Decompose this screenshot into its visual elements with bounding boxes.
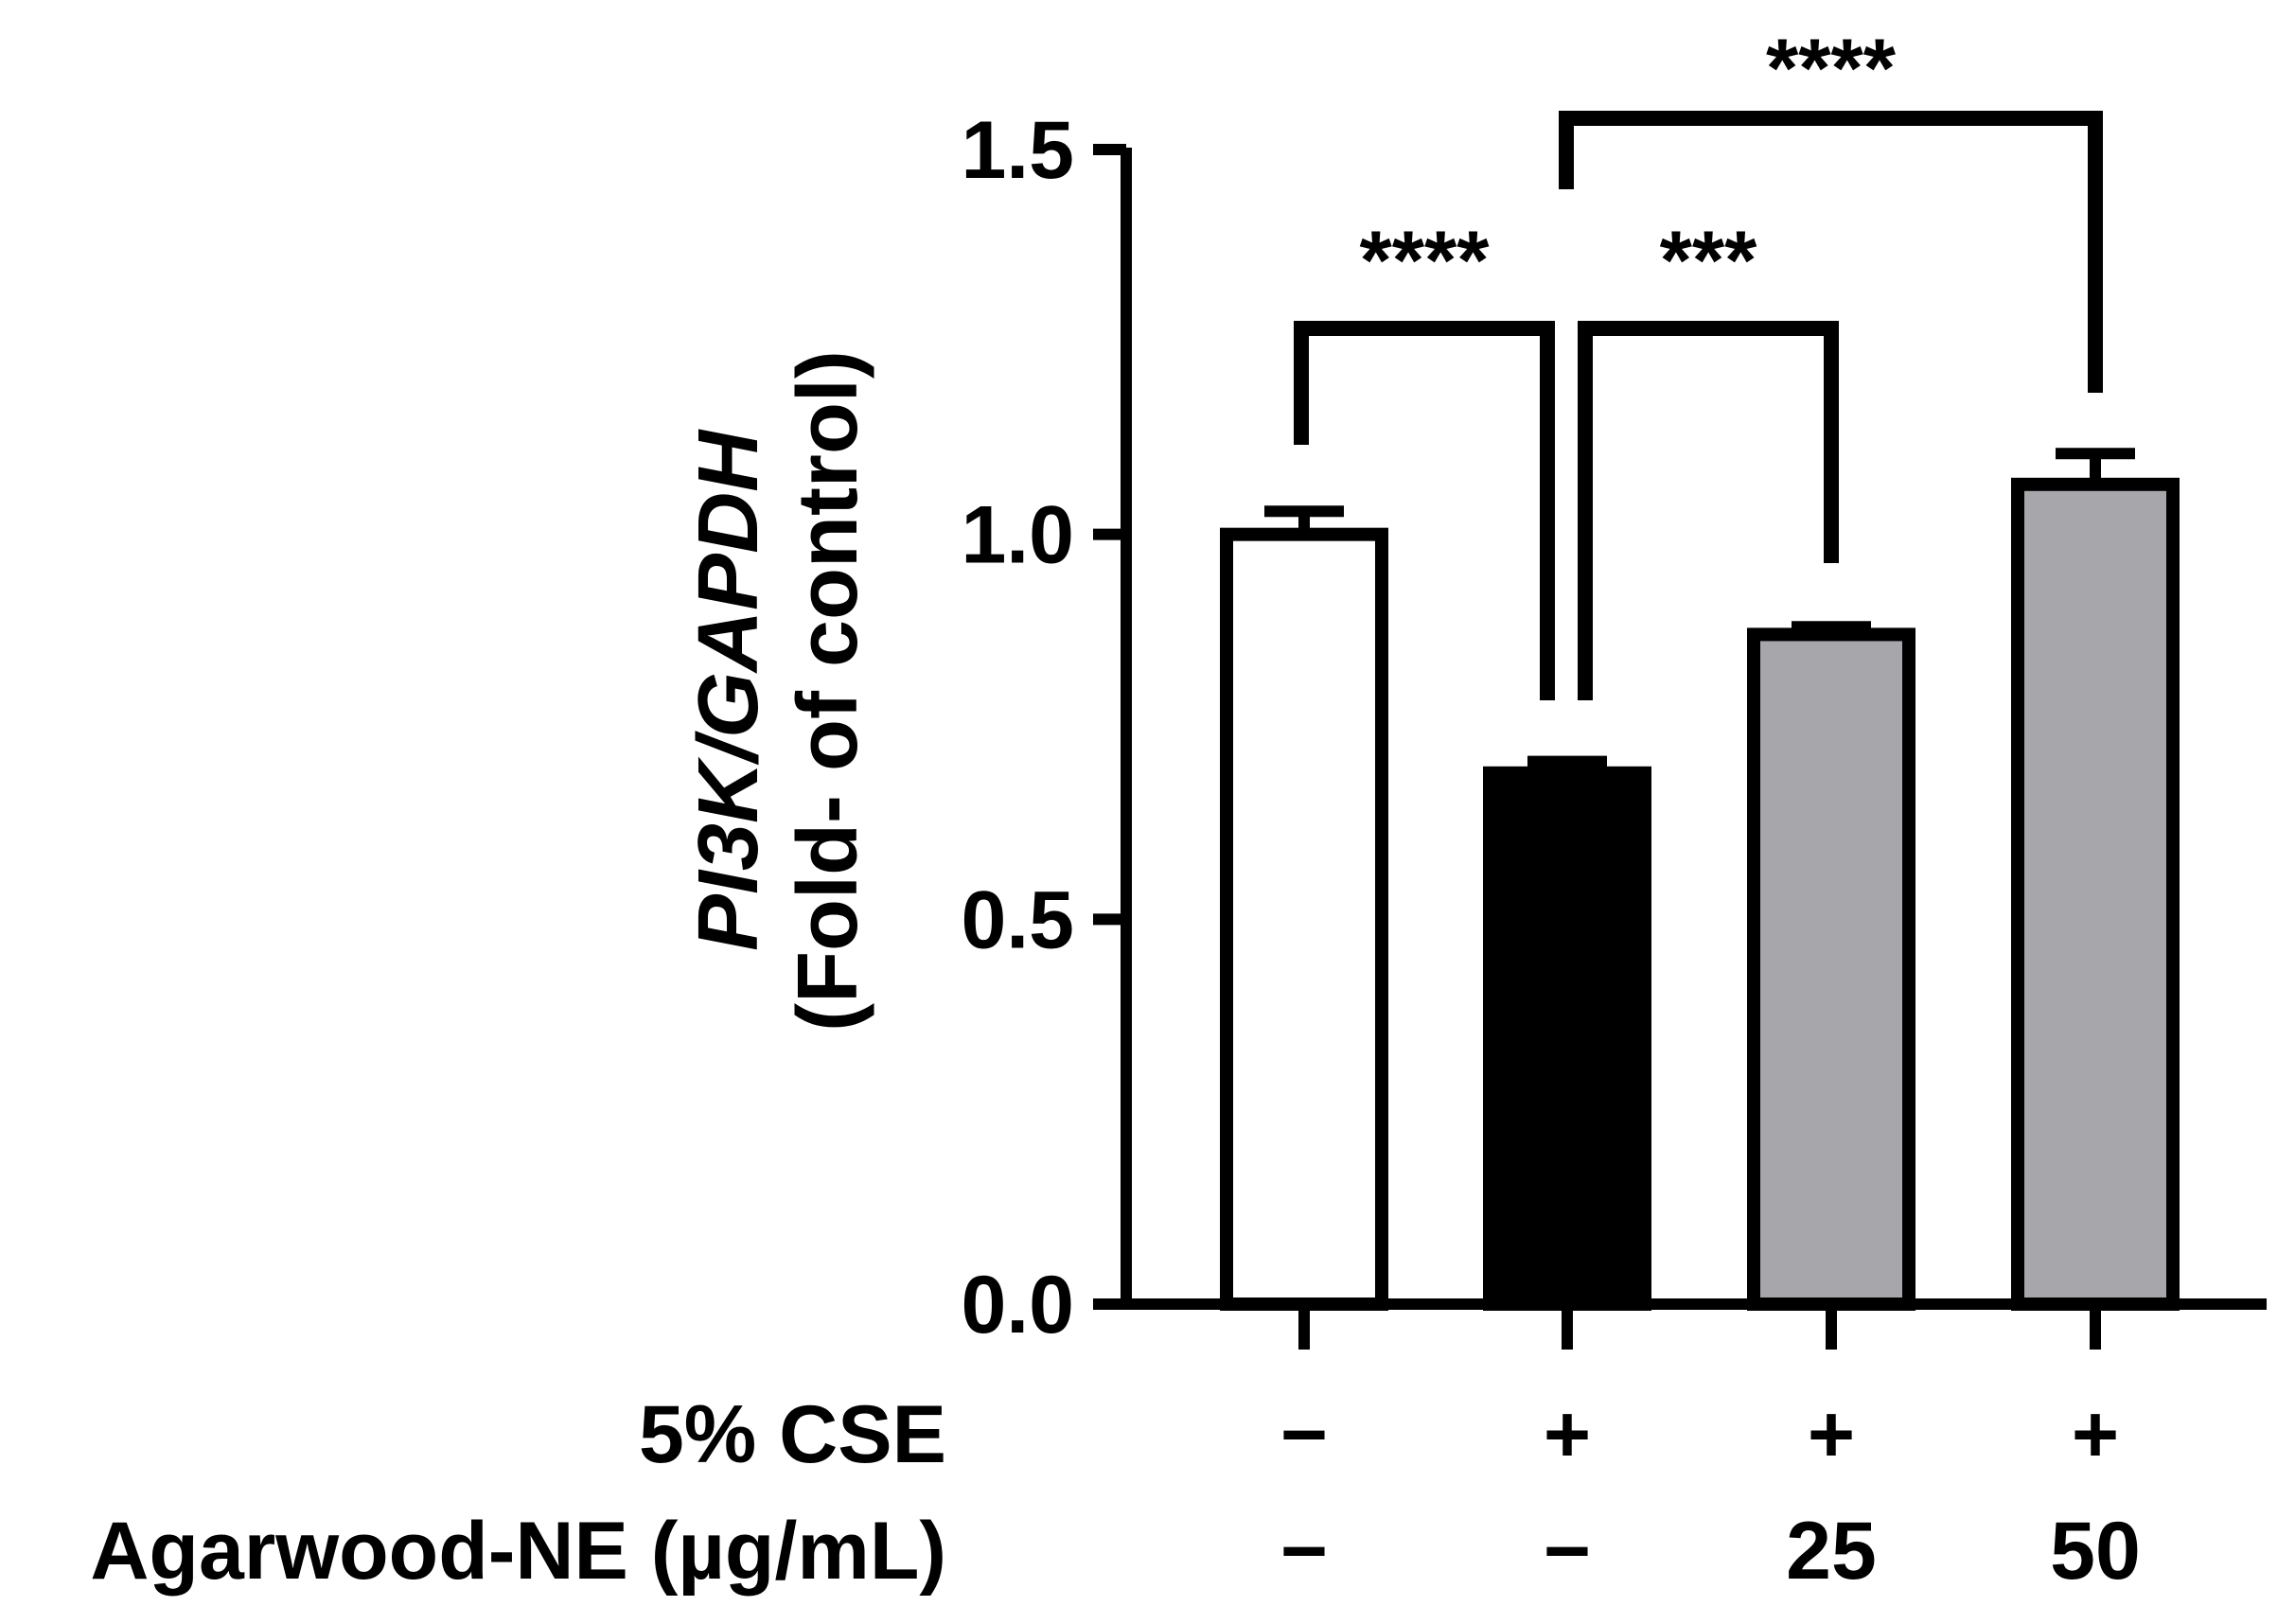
significance-layer: **** *******	[1294, 21, 2103, 700]
condition-row-label: 5% CSE	[639, 1389, 946, 1480]
significance-label: ****	[1360, 213, 1491, 307]
condition-value: −	[1280, 1389, 1328, 1480]
significance-bracket	[1578, 321, 1839, 700]
bar	[2011, 477, 2180, 1311]
bar	[1747, 627, 1915, 1311]
bar	[1483, 766, 1651, 1311]
y-tick-label: 1.0	[961, 490, 1074, 581]
condition-value: 25	[1786, 1506, 1877, 1597]
bar	[1220, 527, 1388, 1311]
condition-value: +	[1544, 1389, 1591, 1480]
significance-label: ***	[1660, 213, 1757, 307]
condition-value: −	[1280, 1506, 1328, 1597]
y-tick-label: 0.0	[961, 1260, 1074, 1350]
y-axis-label-main: PI3K/GAPDH	[681, 429, 776, 951]
y-tick-label: 0.5	[961, 874, 1074, 965]
condition-row-label: Agarwood-NE (µg/mL)	[90, 1506, 946, 1597]
condition-value: +	[2072, 1389, 2119, 1480]
condition-value: +	[1808, 1389, 1855, 1480]
y-axis-label-sub: (Fold- of control)	[781, 350, 875, 1032]
bars-layer	[1220, 448, 2180, 1311]
y-tick-label: 1.5	[961, 105, 1074, 196]
significance-bracket	[1559, 111, 2103, 393]
condition-value: −	[1544, 1506, 1591, 1597]
condition-value: 50	[2050, 1506, 2141, 1597]
significance-label: ****	[1766, 21, 1897, 115]
significance-bracket	[1294, 321, 1555, 700]
condition-rows: 5% CSE − + + + Agarwood-NE (µg/mL) − − 25 50	[90, 1389, 2141, 1597]
y-axis-label: PI3K/GAPDH (Fold- of control)	[681, 350, 875, 1032]
